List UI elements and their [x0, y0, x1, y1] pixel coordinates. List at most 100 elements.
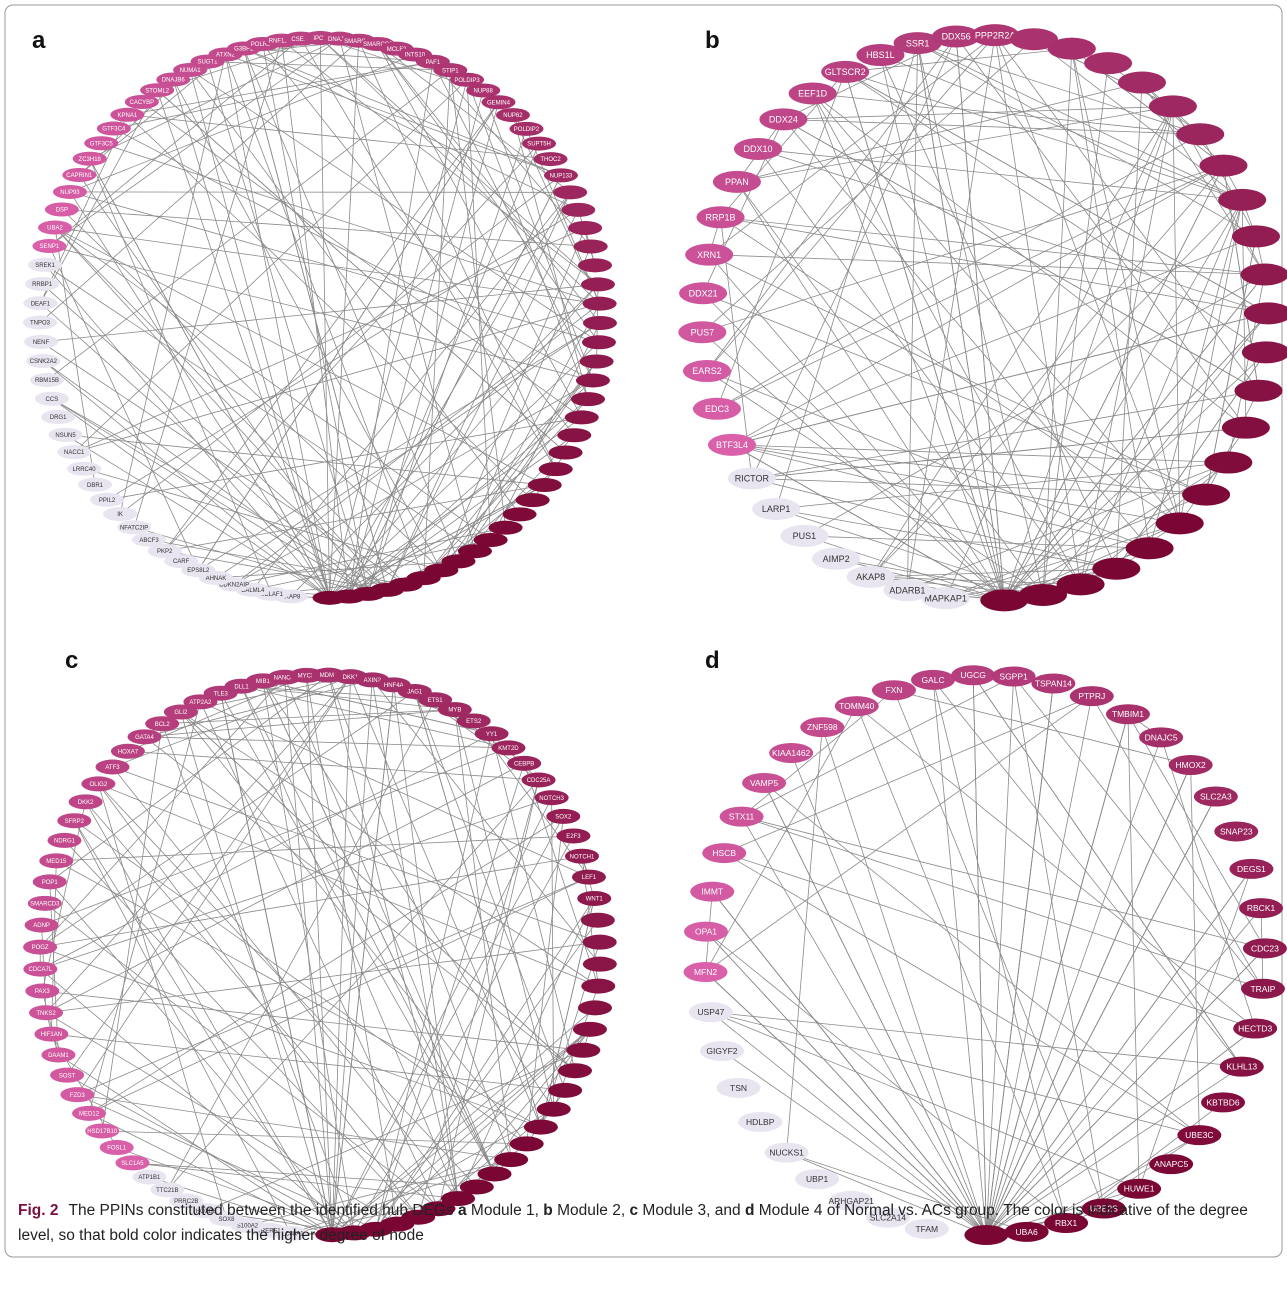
- node: [581, 978, 616, 994]
- edge: [54, 227, 388, 591]
- edge: [1042, 313, 1269, 596]
- edge: [741, 816, 1266, 949]
- node: [315, 1227, 350, 1243]
- node: [147, 543, 182, 558]
- node-label: ATP1B1: [138, 1175, 161, 1181]
- edge: [994, 34, 1259, 391]
- node: [685, 243, 734, 266]
- node-label: THOC2: [540, 157, 561, 163]
- edge: [375, 898, 595, 1230]
- edge: [731, 236, 1257, 446]
- node-label: TFAM: [915, 1224, 938, 1234]
- edge: [393, 684, 459, 1199]
- node: [564, 410, 599, 425]
- node: [495, 108, 530, 123]
- edge: [710, 1011, 1200, 1136]
- edge: [731, 313, 1269, 446]
- node-label: STOML2: [145, 88, 170, 94]
- edge: [329, 417, 582, 599]
- edge: [720, 216, 1265, 275]
- node-label: CARF: [173, 559, 190, 565]
- node-label: SENP1: [40, 244, 60, 250]
- edge: [985, 696, 1093, 1236]
- node: [759, 108, 808, 131]
- node: [752, 497, 801, 520]
- node: [1117, 71, 1166, 94]
- node-label: ZC3H18: [79, 157, 102, 163]
- edge: [705, 931, 987, 1236]
- node: [41, 410, 76, 425]
- caption-text: Module 4 of Normal vs. ACs group. The co…: [18, 1202, 1248, 1244]
- edge: [786, 727, 823, 1153]
- edge: [945, 568, 1117, 599]
- node: [1234, 379, 1283, 402]
- edge: [1080, 106, 1174, 585]
- node: [124, 94, 159, 109]
- edge: [101, 723, 163, 1132]
- edge: [281, 40, 350, 597]
- node-label: HSD17B10: [87, 1129, 118, 1135]
- edge: [44, 264, 476, 552]
- node: [131, 532, 166, 547]
- edge: [386, 209, 579, 591]
- edge: [907, 43, 919, 591]
- node-label: DDX56: [942, 32, 971, 42]
- node-label: CACYBP: [130, 100, 155, 106]
- edge: [375, 919, 599, 1230]
- edge: [1179, 199, 1243, 524]
- edge: [133, 526, 369, 595]
- edge: [441, 361, 597, 571]
- node: [846, 565, 895, 588]
- node-label: POGZ: [32, 945, 49, 951]
- node: [780, 524, 829, 547]
- edge: [40, 855, 583, 948]
- edge: [736, 82, 1143, 183]
- edge: [49, 245, 199, 571]
- node: [829, 1190, 874, 1211]
- edge: [985, 764, 1191, 1236]
- node-label: OPA1: [695, 927, 717, 937]
- node: [57, 813, 92, 829]
- node-label: LARP1: [762, 504, 791, 514]
- node: [543, 168, 578, 183]
- edge: [332, 1108, 554, 1236]
- node: [733, 138, 782, 161]
- edge: [73, 820, 333, 1235]
- edge: [716, 71, 846, 409]
- node-label: SMARCC1: [344, 39, 374, 45]
- node: [568, 220, 603, 235]
- edge: [331, 797, 553, 1235]
- edge: [241, 685, 436, 701]
- edge: [458, 246, 592, 562]
- node: [481, 95, 516, 110]
- edge: [710, 1011, 1140, 1190]
- edge: [1013, 676, 1264, 990]
- node-label: UBE3C: [1185, 1130, 1213, 1140]
- edge: [377, 43, 600, 343]
- node: [1139, 727, 1184, 748]
- edge: [414, 691, 542, 1128]
- node-label: GLI2: [174, 710, 188, 716]
- node-label: ADARB1: [889, 585, 925, 595]
- node-label: SUGT1: [197, 60, 218, 66]
- node: [527, 478, 562, 493]
- node-label: PKP2: [157, 549, 173, 555]
- node-label: DBR1: [87, 483, 104, 489]
- edge: [1004, 313, 1269, 601]
- edge: [127, 750, 539, 781]
- node-label: RBM15B: [35, 378, 59, 384]
- edge: [189, 69, 600, 343]
- edge: [377, 43, 583, 418]
- edge: [709, 254, 1207, 496]
- node-label: MED12: [79, 1111, 100, 1117]
- node-label: BTF3L4: [716, 440, 748, 450]
- edge: [821, 727, 987, 1236]
- node: [28, 257, 63, 272]
- node: [441, 1191, 476, 1207]
- edge: [42, 990, 584, 1051]
- node-label: MAPKAP1: [924, 593, 967, 603]
- node: [556, 828, 591, 844]
- edge: [1115, 82, 1143, 569]
- edge: [731, 444, 1180, 524]
